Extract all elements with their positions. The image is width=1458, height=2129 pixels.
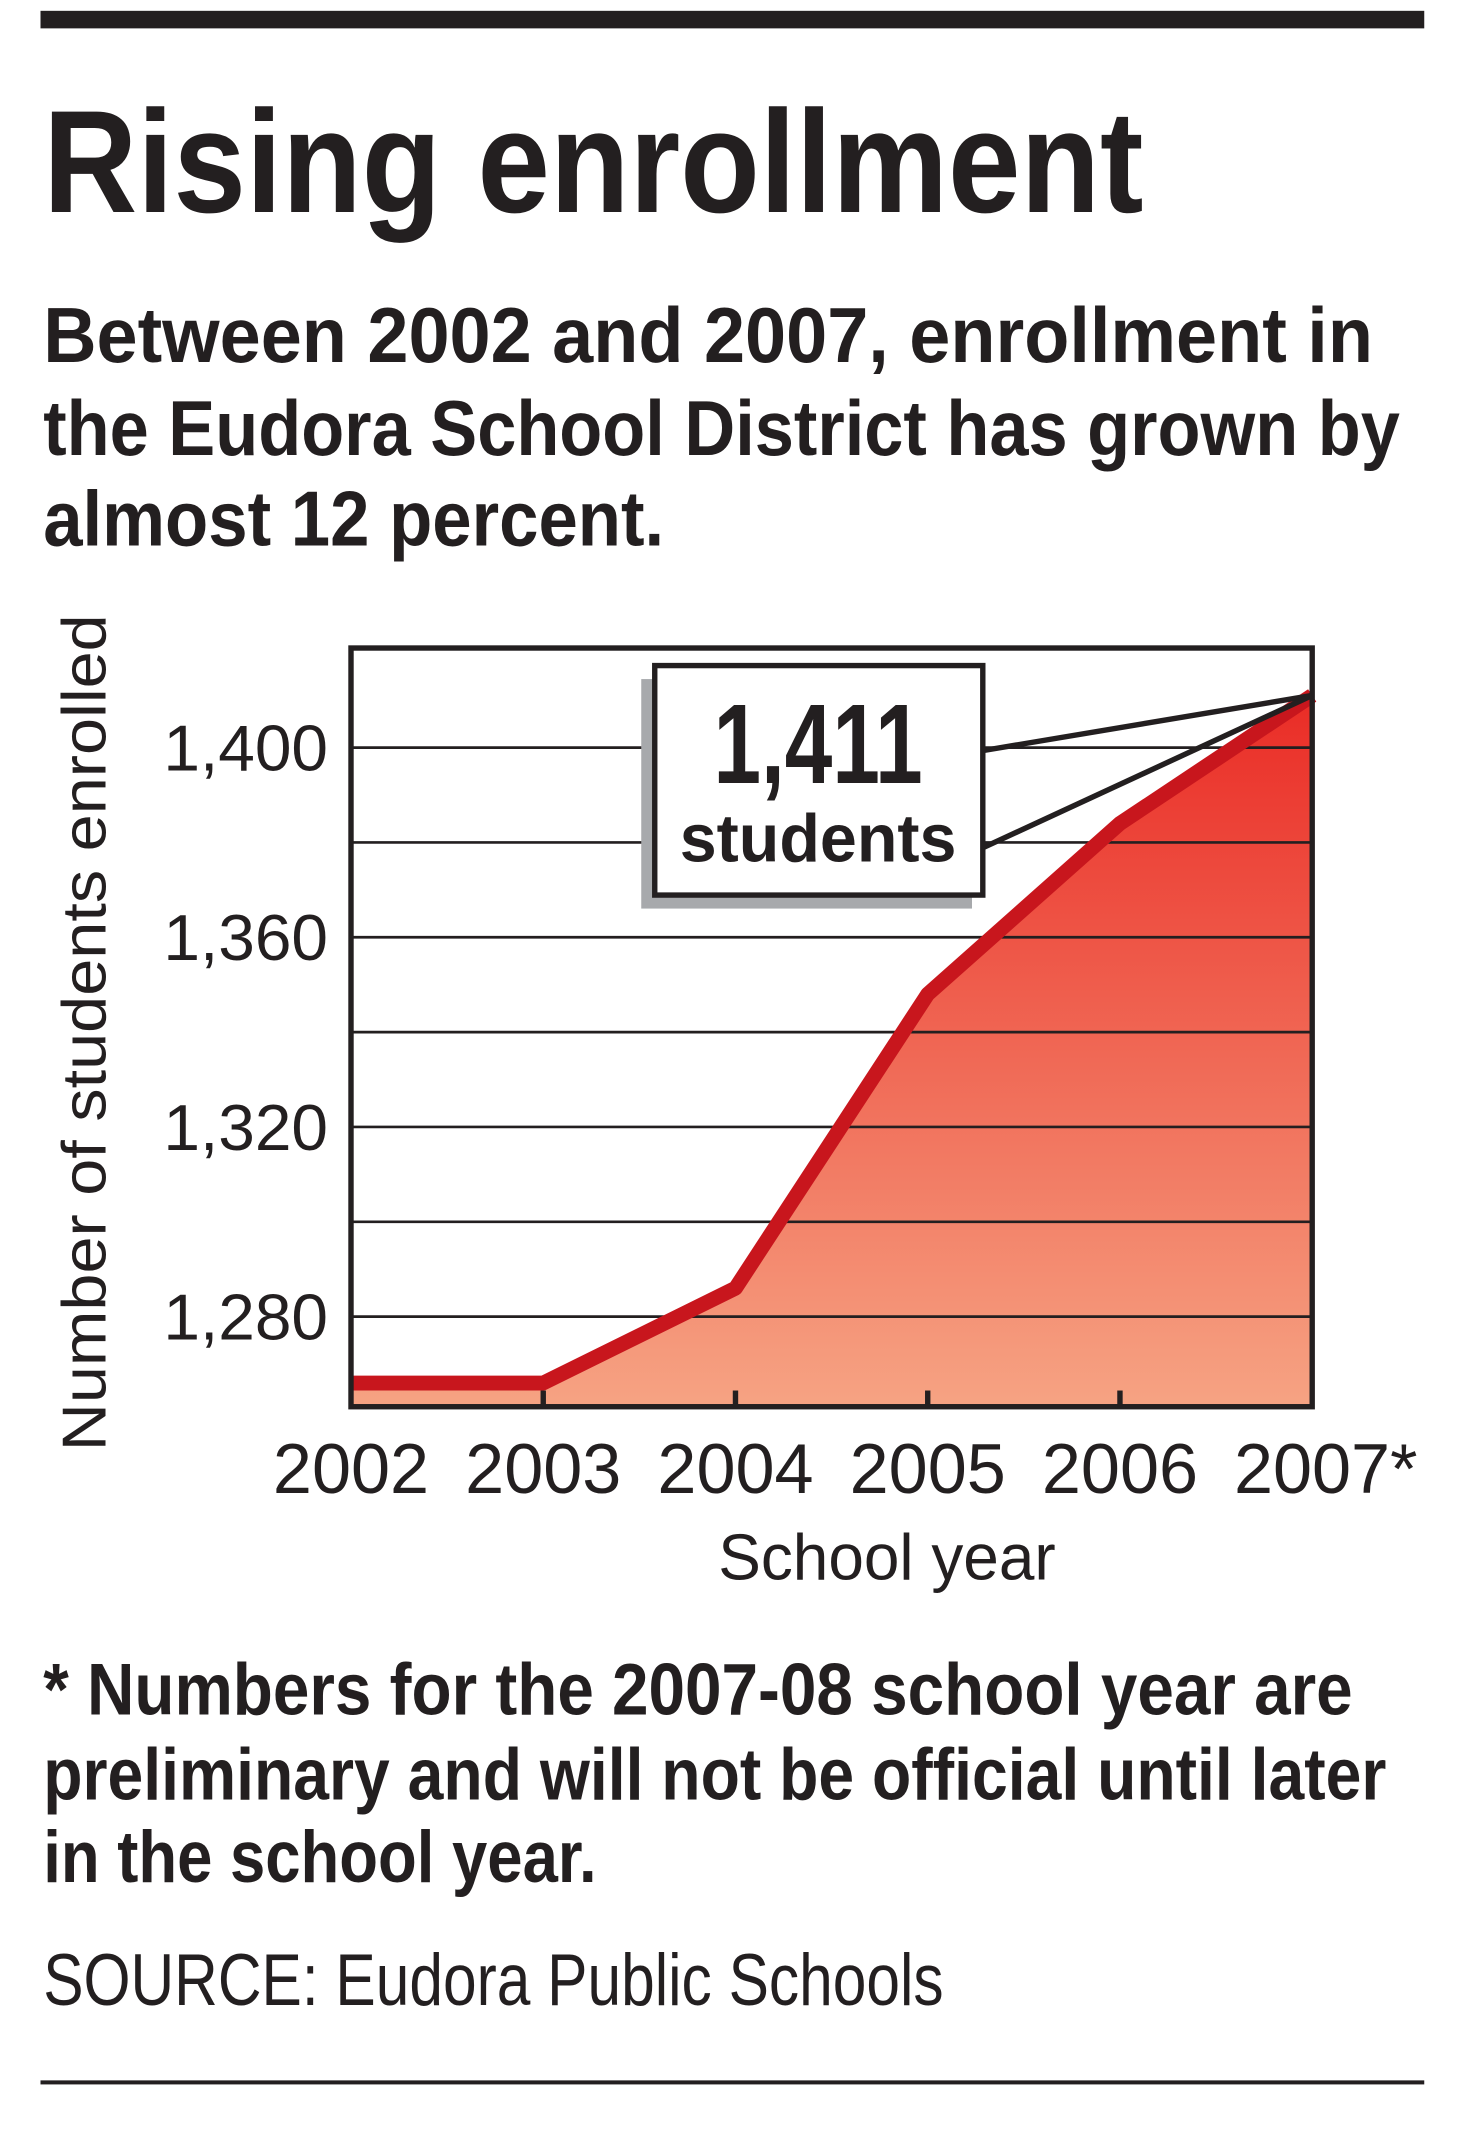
line: [351, 689, 1317, 1391]
subtitle-line: Between 2002 and 2007, enrollment in: [43, 291, 1373, 379]
subtitle-line: almost 12 percent.: [43, 474, 664, 562]
y-tick-label: 1,280: [163, 1281, 328, 1354]
y-tick-label: 1,320: [163, 1091, 328, 1164]
chart-title: Rising enrollment: [43, 80, 1143, 243]
top-rule: [40, 10, 1425, 29]
x-tick-label: 2005: [850, 1429, 1006, 1508]
x-axis-label: School year: [718, 1521, 1056, 1594]
callout-pointer: [982, 692, 1313, 754]
plot-frame: [348, 645, 1315, 1410]
footnote-line: preliminary and will not be official unt…: [43, 1735, 1386, 1816]
y-tick-label: 1,400: [163, 712, 328, 785]
footnote-line: * Numbers for the 2007-08 school year ar…: [43, 1650, 1353, 1731]
bottom-rule: [40, 2080, 1425, 2085]
x-tick-label: 2003: [465, 1429, 621, 1508]
x-tick-label: 2002: [273, 1429, 429, 1508]
subtitle-line: the Eudora School District has grown by: [43, 384, 1400, 472]
callout-pointer: [981, 692, 1314, 851]
callout-box: [652, 662, 986, 898]
x-tick-label: 2007*: [1234, 1429, 1417, 1508]
x-tick-label: 2004: [657, 1429, 813, 1508]
x-tick-label: 2006: [1042, 1429, 1198, 1508]
y-axis-label: Number of students enrolled: [50, 614, 119, 1451]
y-tick-label: 1,360: [163, 901, 328, 974]
annotation: students: [680, 801, 957, 876]
footnote-line: in the school year.: [43, 1817, 597, 1898]
source: SOURCE: Eudora Public Schools: [43, 1940, 943, 2021]
value-label: 1,411: [713, 681, 922, 808]
